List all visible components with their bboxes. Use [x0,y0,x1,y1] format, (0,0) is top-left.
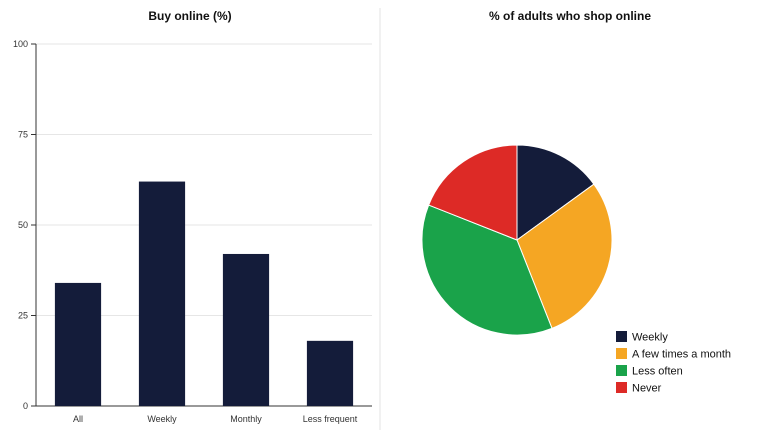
x-tick-label: All [73,414,83,424]
bar-weekly [138,181,186,406]
pie-slices [421,144,613,336]
pie-slice-never [428,144,518,241]
pie-slice-less-often [421,204,553,336]
pie-slice-a-few-times-a-month [516,183,613,329]
x-axis-ticks: All Weekly Monthly Less frequent [73,414,358,424]
y-tick-label: 50 [18,220,28,230]
legend-swatch [616,348,627,359]
pie-legend: Weekly A few times a month Less often Never [616,331,731,395]
legend-swatch [616,331,627,342]
x-tick-label: Monthly [230,414,262,424]
legend-swatch [616,382,627,393]
y-tick-label: 25 [18,311,28,321]
y-tick-label: 75 [18,130,28,140]
legend-swatch [616,365,627,376]
bar-series [54,181,354,406]
bar-all [54,282,102,406]
bar-chart: Buy online (%) 0 25 50 75 100 All Weekly Month… [13,9,372,424]
y-axis-ticks: 0 25 50 75 100 [13,39,36,411]
bar-less-frequent [306,340,354,406]
y-tick-label: 0 [23,401,28,411]
legend-label: Never [632,383,662,395]
x-tick-label: Less frequent [303,414,358,424]
bar-gridlines [36,43,372,316]
bar-monthly [222,253,270,406]
bar-chart-title: Buy online (%) [148,9,231,23]
legend-label: Less often [632,366,683,378]
x-tick-label: Weekly [147,414,177,424]
y-tick-label: 100 [13,39,28,49]
pie-chart-title: % of adults who shop online [489,9,651,23]
legend-label: Weekly [632,332,668,344]
pie-slice-weekly [516,144,595,241]
pie-chart: % of adults who shop online Weekly A few … [421,9,731,395]
legend-label: A few times a month [632,349,731,361]
